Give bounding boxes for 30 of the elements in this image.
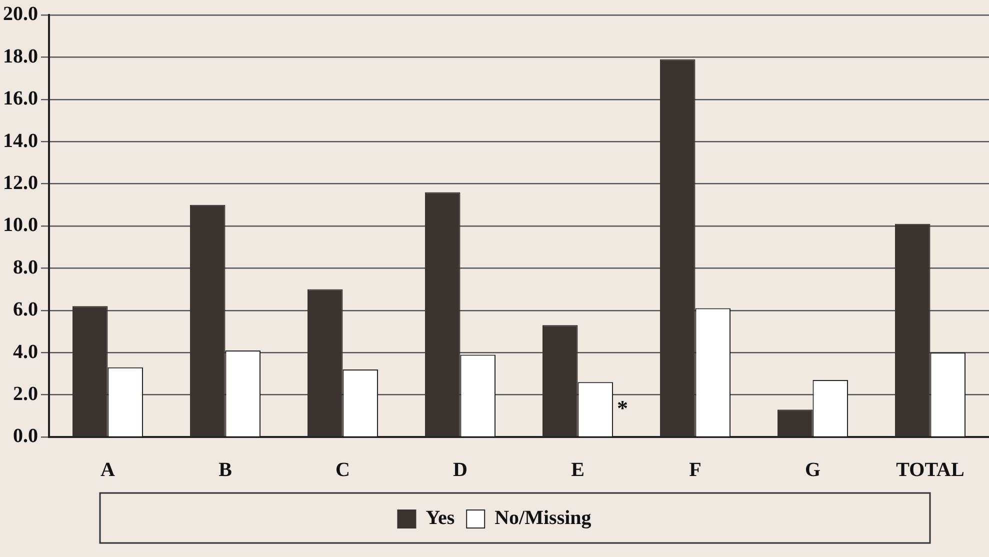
y-tick-label: 12.0 (3, 172, 38, 194)
x-tick-label: TOTAL (896, 459, 964, 482)
y-tick-label: 16.0 (3, 88, 38, 110)
y-tick-label: 8.0 (13, 256, 38, 278)
x-tick-label: G (804, 459, 821, 482)
y-tick-label: 20.0 (3, 3, 38, 26)
bar (895, 224, 930, 436)
y-tick-label: 14.0 (3, 130, 38, 152)
legend-label: No/Missing (494, 507, 592, 530)
x-tick-label: C (336, 459, 350, 482)
x-tick-label: A (100, 459, 116, 482)
bar (778, 410, 813, 436)
annotation: * (617, 395, 628, 420)
y-tick-label: 10.0 (3, 214, 38, 236)
x-tick-label: D (453, 459, 468, 482)
x-tick-label: F (689, 459, 702, 482)
bar (660, 59, 696, 436)
y-tick-label: 4.0 (13, 340, 38, 363)
y-tick-label: 0.0 (13, 425, 38, 448)
legend-label: Yes (426, 507, 455, 530)
y-tick-label: 2.0 (13, 382, 38, 405)
bar (308, 289, 343, 436)
bar (72, 306, 108, 436)
bar (190, 204, 226, 436)
x-tick-label: B (218, 459, 232, 482)
y-tick-label: 6.0 (13, 298, 38, 321)
bar (425, 192, 460, 436)
bar (542, 325, 578, 436)
x-tick-label: E (571, 459, 584, 482)
y-tick-label: 18.0 (3, 45, 38, 68)
